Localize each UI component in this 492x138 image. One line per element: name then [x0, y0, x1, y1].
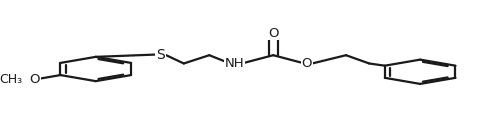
- Text: O: O: [268, 27, 278, 40]
- Text: S: S: [156, 48, 165, 62]
- Text: CH₃: CH₃: [0, 73, 22, 86]
- Text: O: O: [302, 57, 312, 70]
- Text: O: O: [30, 73, 40, 86]
- Text: NH: NH: [224, 57, 244, 70]
